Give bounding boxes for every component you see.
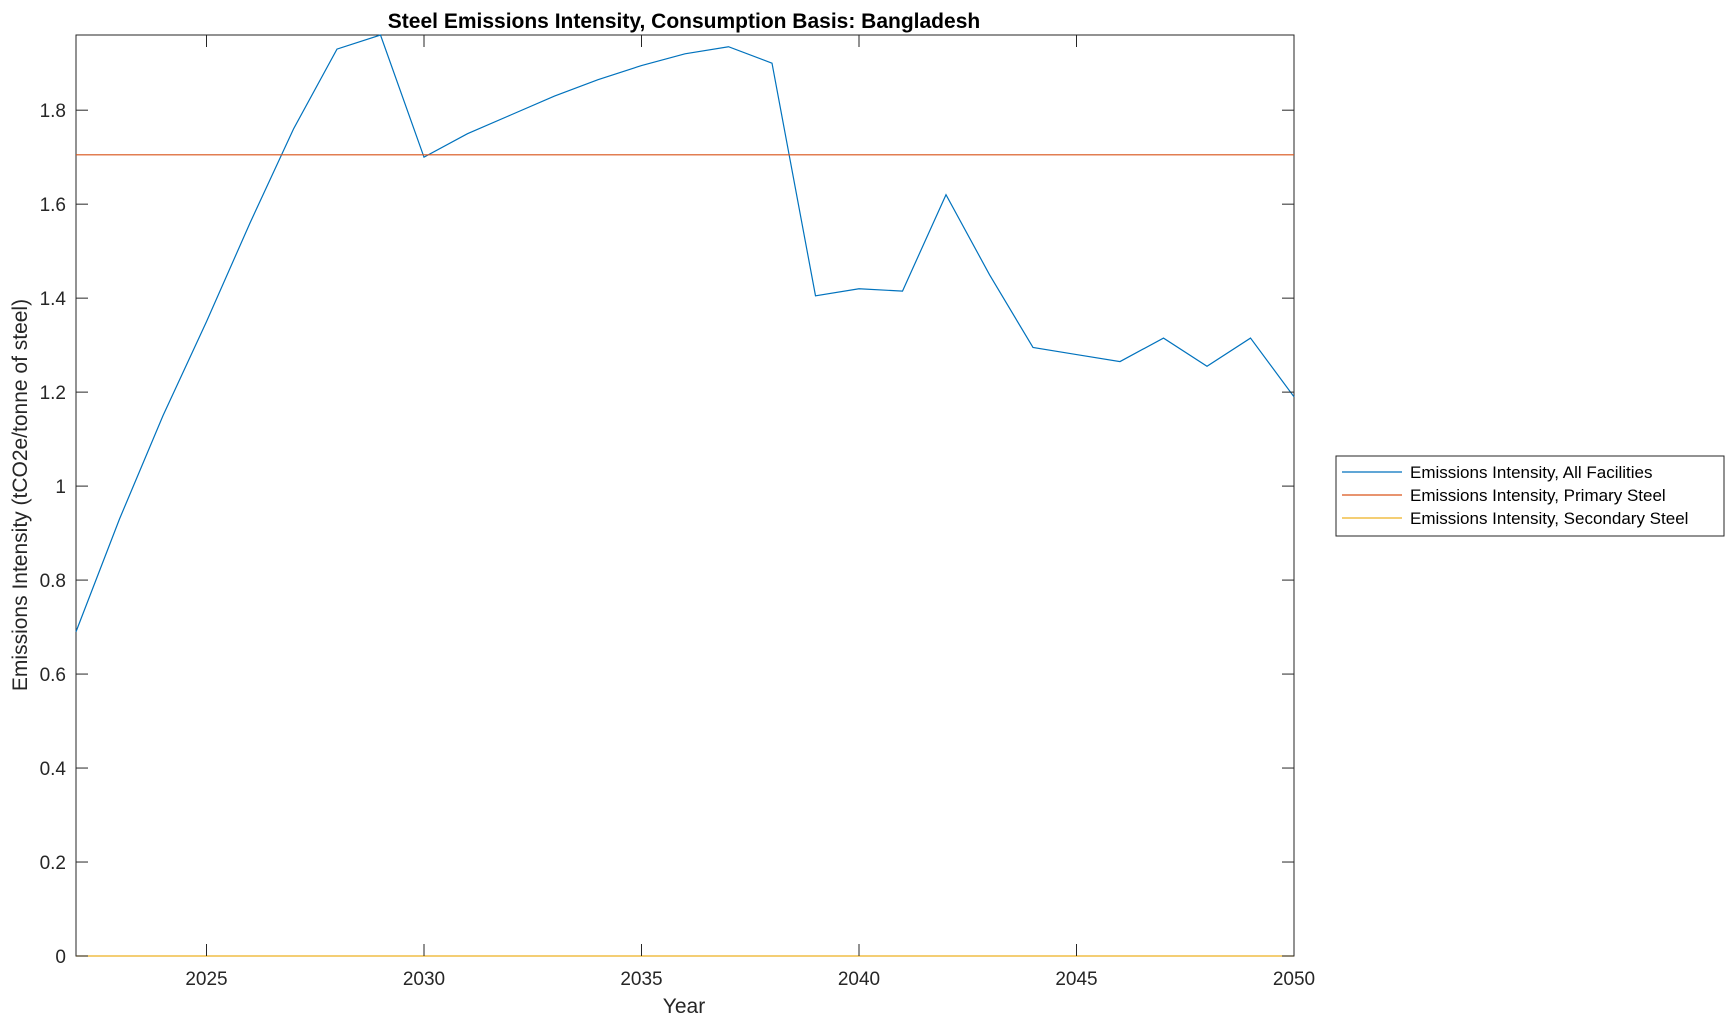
y-tick-label: 1.8 bbox=[40, 101, 66, 122]
series-layer bbox=[75, 34, 1295, 957]
y-tick-label: 0.4 bbox=[40, 759, 67, 780]
legend-items: Emissions Intensity, All Facilities Emiss… bbox=[1342, 463, 1688, 528]
y-axis-label: Emissions Intensity (tCO2e/tonne of stee… bbox=[9, 299, 32, 691]
legend-label-1: Emissions Intensity, All Facilities bbox=[1410, 463, 1652, 482]
plot-area: 2025 2030 2035 2040 2045 2050 0 0.2 0.4 0.6 0.8 1 1… bbox=[40, 34, 1315, 990]
legend-box bbox=[1335, 455, 1725, 537]
y-axis-ticks: 0 0.2 0.4 0.6 0.8 1 1.2 1.4 1.6 1.8 bbox=[40, 101, 1294, 968]
y-tick-label: 0.6 bbox=[40, 665, 66, 686]
y-tick-label: 0.2 bbox=[40, 853, 66, 874]
plot-frame bbox=[75, 34, 1295, 957]
x-axis-ticks: 2025 2030 2035 2040 2045 2050 bbox=[185, 35, 1315, 990]
legend-label-2: Emissions Intensity, Primary Steel bbox=[1410, 486, 1666, 505]
x-tick-label: 2025 bbox=[185, 969, 227, 990]
y-tick-label: 1 bbox=[55, 477, 66, 498]
series-line-1 bbox=[75, 34, 1295, 632]
y-tick-label: 1.4 bbox=[40, 289, 67, 310]
y-tick-label: 1.6 bbox=[40, 195, 66, 216]
x-tick-label: 2030 bbox=[403, 969, 445, 990]
x-tick-label: 2040 bbox=[838, 969, 880, 990]
y-tick-label: 1.2 bbox=[40, 383, 66, 404]
x-axis-label: Year bbox=[663, 995, 705, 1018]
legend-label-3: Emissions Intensity, Secondary Steel bbox=[1410, 509, 1688, 528]
x-tick-label: 2035 bbox=[620, 969, 662, 990]
chart-title: Steel Emissions Intensity, Consumption B… bbox=[388, 10, 980, 33]
x-tick-label: 2050 bbox=[1273, 969, 1315, 990]
y-tick-label: 0.8 bbox=[40, 571, 66, 592]
legend: Emissions Intensity, All Facilities Emiss… bbox=[1335, 455, 1725, 537]
y-tick-label: 0 bbox=[55, 947, 66, 968]
x-tick-label: 2045 bbox=[1055, 969, 1097, 990]
